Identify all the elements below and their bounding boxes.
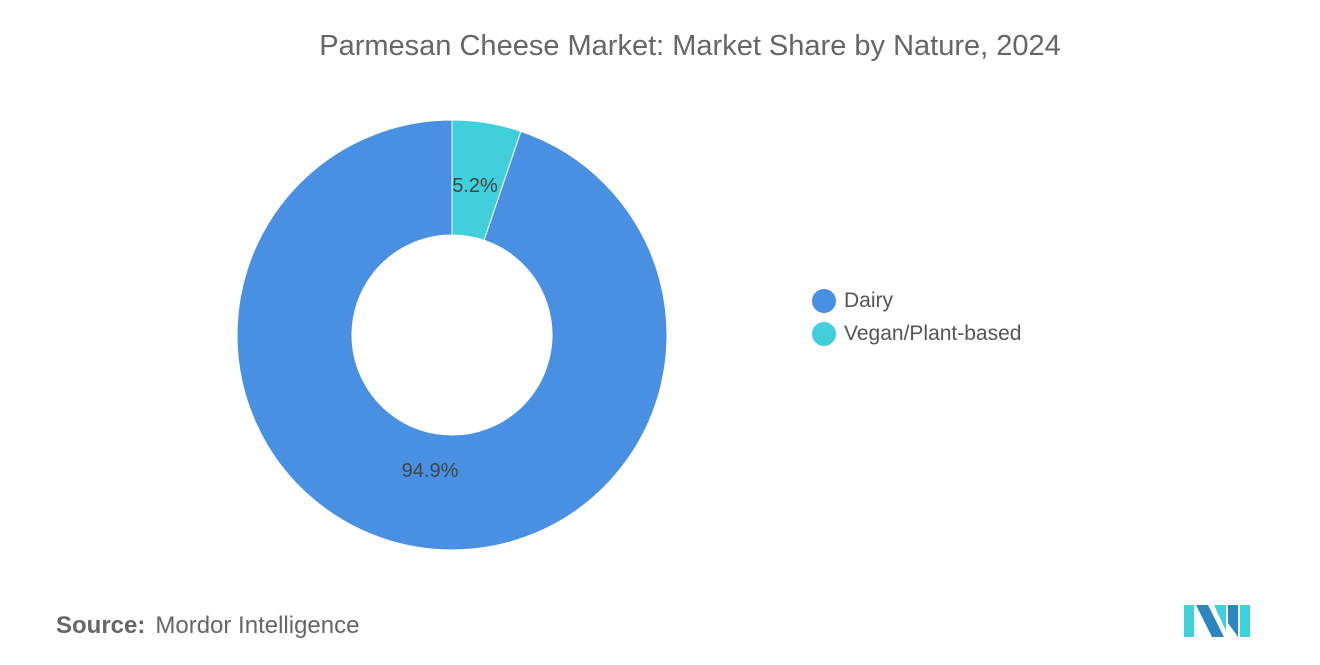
- data-label: 5.2%: [452, 175, 498, 197]
- chart-title: Parmesan Cheese Market: Market Share by …: [319, 30, 1061, 62]
- legend-swatch: [812, 321, 836, 346]
- data-label: 94.9%: [402, 460, 459, 482]
- legend-swatch: [812, 288, 836, 313]
- source-value: Mordor Intelligence: [155, 612, 360, 639]
- slice-dairy[interactable]: [236, 119, 668, 551]
- legend-item-dairy[interactable]: Dairy: [812, 284, 1021, 317]
- mordor-logo-icon: [1184, 605, 1250, 637]
- source-label: Source:: [56, 612, 146, 639]
- legend: Dairy Vegan/Plant-based: [812, 284, 1021, 350]
- source: Source: Mordor Intelligence: [56, 612, 359, 640]
- legend-item-vegan[interactable]: Vegan/Plant-based: [812, 317, 1021, 350]
- legend-label: Vegan/Plant-based: [844, 321, 1022, 345]
- legend-label: Dairy: [844, 288, 894, 312]
